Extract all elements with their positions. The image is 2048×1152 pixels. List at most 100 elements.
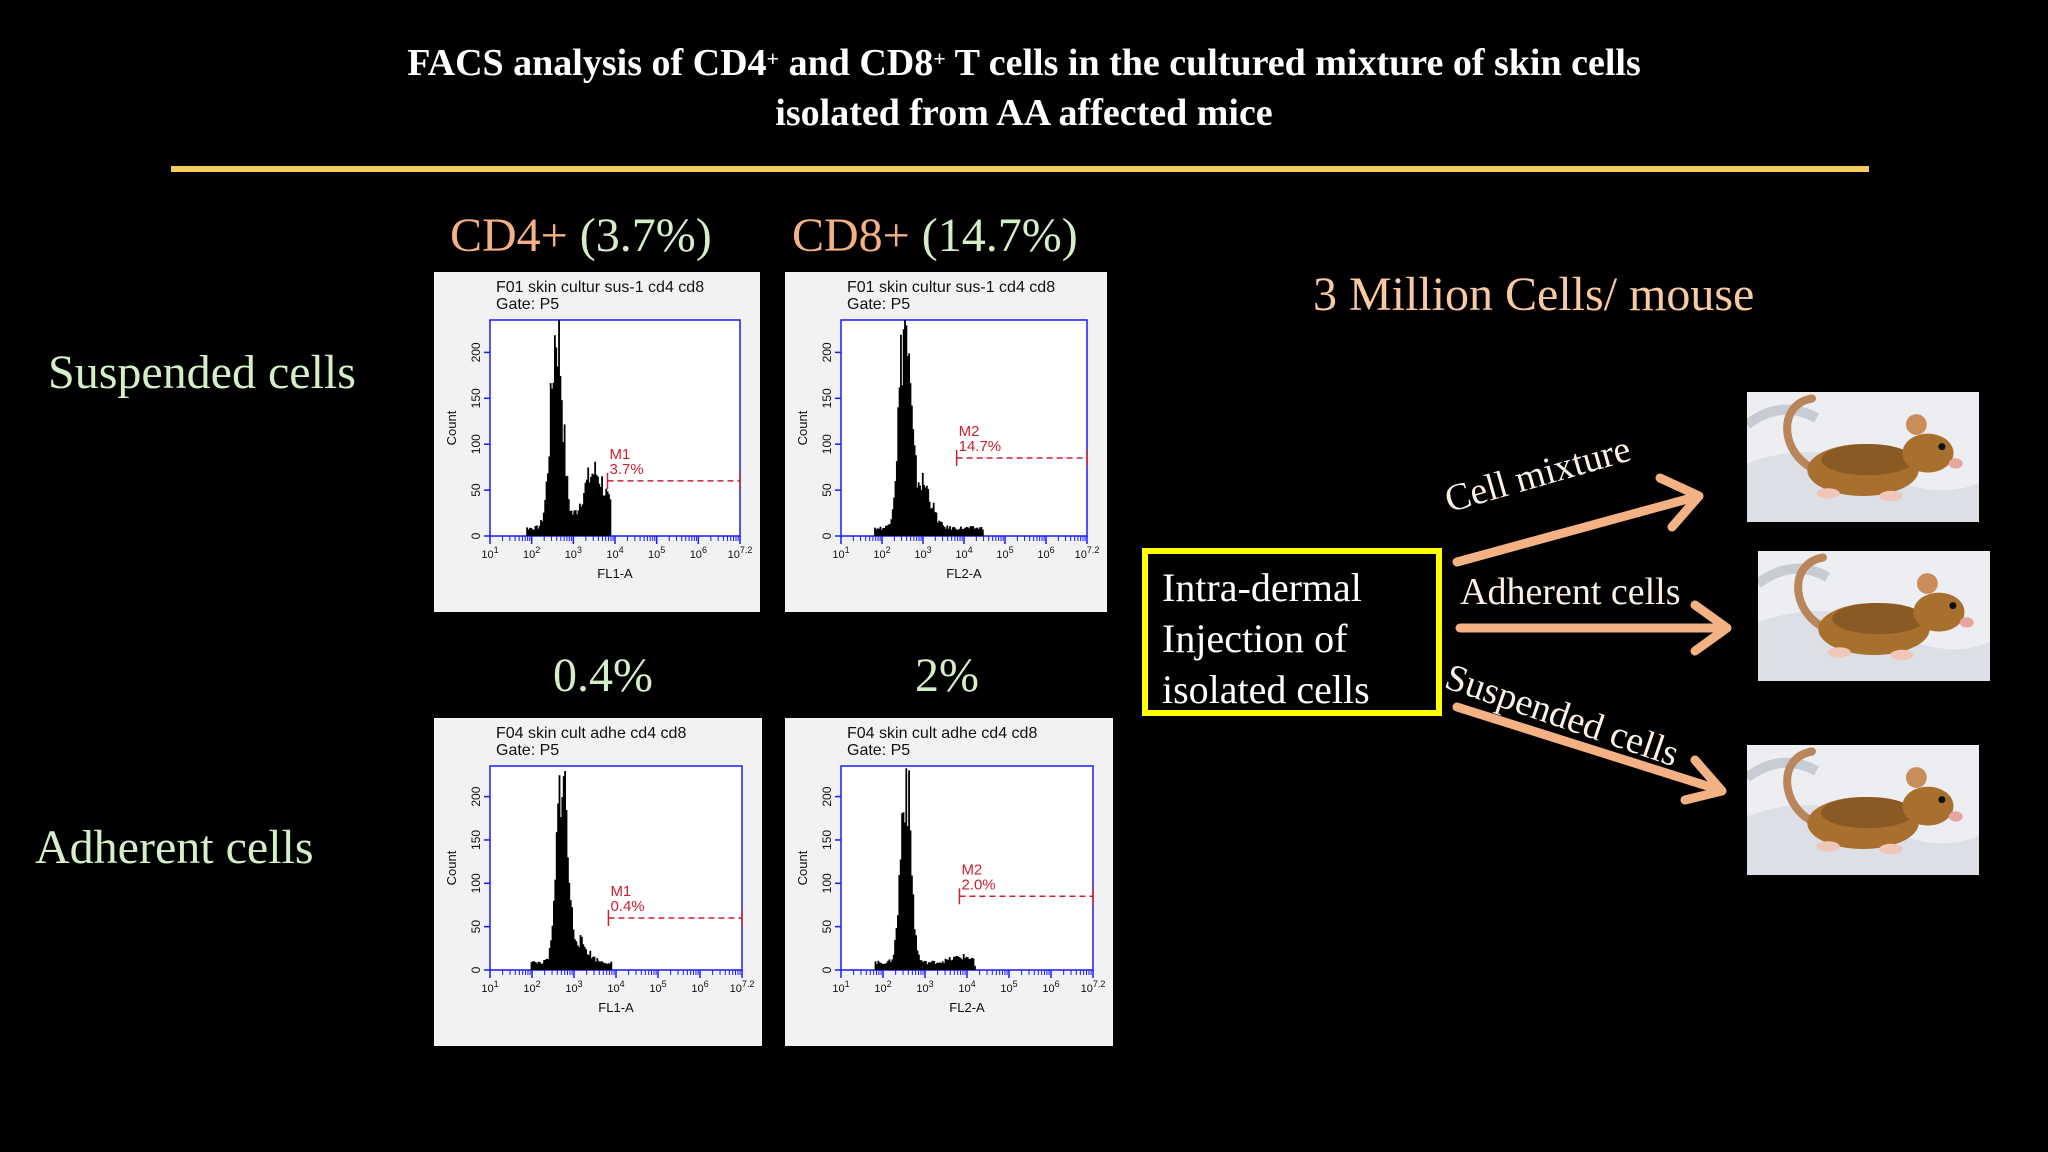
x-tick-label: 101 [481,545,498,561]
y-tick-label: 50 [469,483,483,497]
histogram-bar [908,770,910,970]
histogram-bar [585,949,587,970]
histogram-bar [553,900,555,970]
marker-label: M2 [961,861,982,878]
histogram-bar [921,472,924,536]
histogram-bar [580,506,583,536]
histogram-gate: Gate: P5 [496,296,559,313]
histogram-bar [591,473,594,536]
histogram-bar [550,940,552,970]
histogram-bar [981,529,984,536]
histogram-bars [526,320,612,536]
y-tick-label: 100 [820,873,834,893]
mouse-illustration [1747,392,1979,522]
histogram-bar [592,474,595,536]
histogram-bar [586,954,589,970]
histogram-bar [603,963,606,970]
histogram-bar [587,467,590,536]
histogram-bar [564,770,566,970]
histogram-bar [960,958,962,970]
x-tick-label: 101 [832,545,849,561]
histogram-bar [602,495,605,536]
histogram-frame [489,765,743,971]
histogram-bar [922,962,924,970]
histogram-frame [840,319,1088,537]
histogram-bar [558,775,561,970]
histogram-bar [600,960,603,970]
histogram-bar [943,526,946,536]
histogram-frame [840,765,1094,971]
x-tick-label: 102 [523,545,540,561]
histogram-bar [919,960,922,970]
arrow-suspended-cells [1452,702,1727,805]
histogram-bar [595,474,598,536]
histogram-bar [601,476,603,536]
histogram-bar [934,512,936,536]
histogram-bar [880,963,882,970]
x-tick-label: 106 [691,979,708,995]
histogram-bar [972,958,975,970]
cd4-header: CD4+ (3.7%) [450,208,712,263]
histogram-bar [946,525,949,536]
histogram-bar [904,822,906,970]
marker-gate [607,909,743,926]
arrow-cell-mixture [1452,473,1704,567]
histogram-bar [969,958,972,970]
histogram-cd4-suspended: F01 skin cultur sus-1 cd4 cd8 Gate: P5 0 50… [434,272,760,612]
histogram-bar [560,400,563,536]
histogram-bar [893,497,896,536]
histogram-bar [916,487,919,536]
histogram-bar [955,955,958,970]
histogram-bar [555,832,558,970]
histogram-bar [606,964,608,970]
histogram-bar [905,325,908,536]
histogram-bar [932,960,934,970]
histogram-bar [912,429,915,536]
y-tick-label: 200 [820,786,834,806]
histogram-bar [920,960,923,970]
cells-per-mouse-label: 3 Million Cells/ mouse [1313,268,1755,321]
histogram-bar [599,962,601,970]
histogram-bar [939,521,942,536]
histogram-bar [940,522,943,536]
cd8-label: CD8+ [792,209,910,262]
histogram-bar [560,817,562,970]
histogram-bar [923,485,926,536]
histogram-bar [917,482,920,536]
histogram-bar [923,960,926,970]
histogram-bar [916,950,919,970]
histogram-bar [909,383,912,536]
y-tick-label: 150 [820,830,834,850]
histogram-bar [904,320,906,536]
histogram-bar [958,528,961,536]
histogram-bar [906,355,909,536]
histogram-bar [528,527,531,536]
histogram-bar [551,925,554,970]
histogram-bar [925,961,927,970]
histogram-bar [534,962,537,970]
histogram-bar [915,935,917,970]
mouse-illustration [1747,745,1979,875]
histogram-bar [577,510,580,536]
arrow-label-adherent: Adherent cells [1460,571,1681,613]
histogram-bar [935,512,938,536]
histogram-gate: Gate: P5 [496,742,559,759]
histogram-bar [548,456,551,536]
histogram-bar [961,959,964,970]
histogram-bar [974,965,976,970]
histogram-bar [563,424,566,536]
histogram-bar [887,524,890,536]
x-tick-label: 104 [958,979,975,995]
histogram-bar [875,529,878,536]
marker-percent: 14.7% [959,438,1002,455]
histogram-bar [533,529,535,536]
x-axis-label: FL1-A [597,566,633,581]
histogram-bar [543,960,545,970]
histogram-bar [539,962,541,970]
histogram-bar [887,960,889,970]
y-tick-label: 100 [469,434,483,454]
histogram-bar [606,491,609,536]
histogram-bar [926,964,929,970]
